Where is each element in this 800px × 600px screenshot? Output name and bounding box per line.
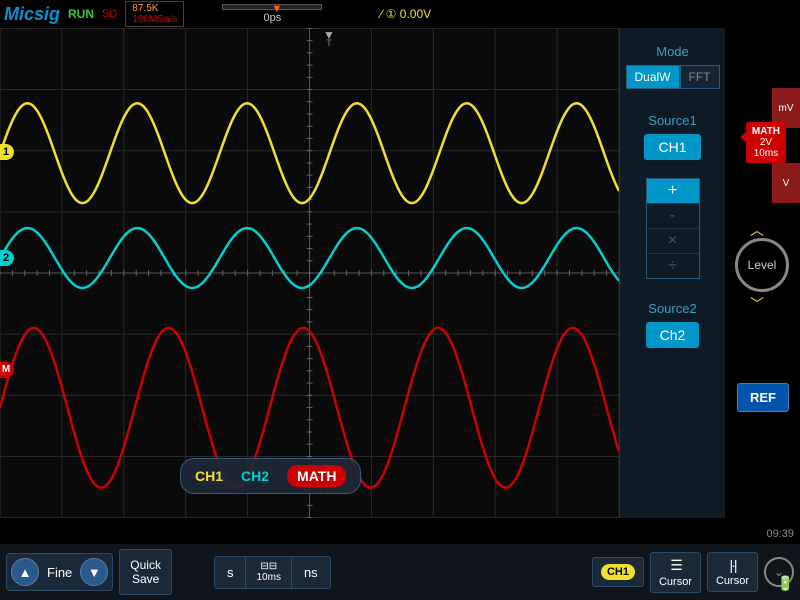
ref-button[interactable]: REF — [737, 383, 789, 412]
mode-button-group: DualW FFT — [626, 65, 720, 89]
sample-info: 87.5K 100MSa/s — [125, 1, 184, 27]
channel-legend: CH1 CH2 MATH — [180, 458, 361, 494]
scope-grid — [0, 28, 619, 518]
battery-icon: 🔋 — [777, 575, 794, 592]
cursor-h-icon: ☰ — [670, 557, 681, 574]
fine-label: Fine — [43, 565, 76, 580]
logo: Micsig — [4, 4, 60, 25]
clock: 09:39 — [766, 528, 794, 540]
source1-label: Source1 — [648, 113, 696, 128]
legend-ch1[interactable]: CH1 — [195, 468, 223, 484]
level-knob[interactable]: Level — [735, 238, 789, 292]
sample-speed: 100MSa/s — [132, 14, 177, 25]
run-status: RUN — [68, 7, 94, 21]
top-bar: Micsig RUN SD 87.5K 100MSa/s ▼ 0ps ∕ ① 0… — [0, 0, 800, 28]
mode-label: Mode — [656, 44, 689, 59]
op-plus[interactable]: + — [647, 179, 699, 204]
source2-label: Source2 — [648, 301, 696, 316]
cursor-v-icon: |·| — [730, 557, 736, 573]
op-divide[interactable]: ÷ — [647, 254, 699, 278]
timebase-s-button[interactable]: s — [215, 557, 247, 588]
math-settings-panel: Mode DualW FFT Source1 CH1 + - × ÷ Sourc… — [620, 28, 725, 518]
sample-rate: 87.5K — [132, 3, 177, 14]
unit-v-tab[interactable]: V — [772, 163, 800, 203]
timebase-ns-button[interactable]: ns — [292, 557, 330, 588]
level-down-icon: ﹀ — [750, 294, 764, 314]
timebase-value[interactable]: ⊟⊟ 10ms — [246, 557, 291, 588]
source1-select[interactable]: CH1 — [644, 134, 700, 160]
legend-ch2[interactable]: CH2 — [241, 468, 269, 484]
level-up-icon: ︿ — [750, 220, 764, 240]
math-scale-badge[interactable]: MATH 2V 10ms — [746, 122, 786, 163]
time-offset: ▼ 0ps — [222, 4, 322, 24]
fine-down-button[interactable]: ▼ — [80, 558, 108, 586]
bottom-toolbar: ▲ Fine ▼ Quick Save s ⊟⊟ 10ms ns CH1 ☰ C… — [0, 544, 800, 600]
sd-label: SD — [102, 8, 117, 20]
ruler-icon: ⊟⊟ — [256, 561, 280, 572]
trigger-position-marker[interactable]: ▼T — [322, 28, 336, 42]
fine-control-group: ▲ Fine ▼ — [6, 553, 113, 591]
legend-math[interactable]: MATH — [287, 465, 346, 487]
quick-save-button[interactable]: Quick Save — [119, 549, 172, 595]
trigger-info: ∕ ① 0.00V — [380, 7, 431, 21]
source2-select[interactable]: Ch2 — [646, 322, 700, 348]
cursor-v-button[interactable]: |·| Cursor — [707, 552, 758, 592]
mode-dualw-button[interactable]: DualW — [626, 65, 680, 89]
mode-fft-button[interactable]: FFT — [680, 65, 720, 89]
fine-up-button[interactable]: ▲ — [11, 558, 39, 586]
op-multiply[interactable]: × — [647, 229, 699, 254]
timebase-group: s ⊟⊟ 10ms ns — [214, 556, 331, 589]
far-right-controls: mV V MATH 2V 10ms ︿ Level ﹀ REF — [725, 28, 800, 518]
active-channel-indicator[interactable]: CH1 — [592, 557, 644, 587]
cursor-h-button[interactable]: ☰ Cursor — [650, 552, 701, 593]
op-minus[interactable]: - — [647, 204, 699, 229]
operator-select: + - × ÷ — [646, 178, 700, 279]
waveform-display[interactable]: ▼T 1 2 M CH1 CH2 MATH — [0, 28, 620, 518]
